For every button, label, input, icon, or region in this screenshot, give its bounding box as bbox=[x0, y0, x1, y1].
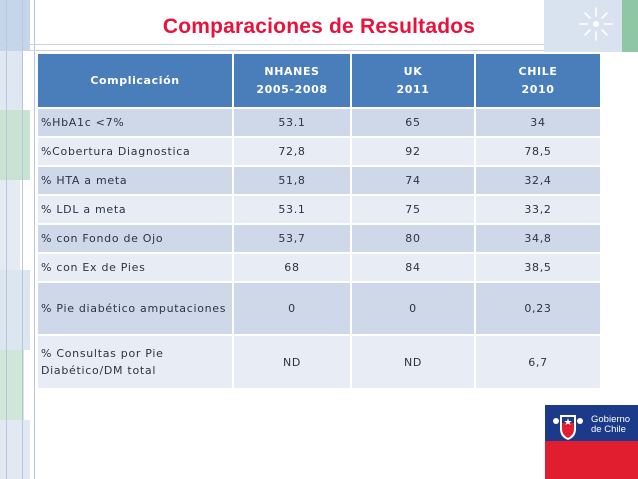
row-label: % Consultas por Pie Diabético/DM total bbox=[38, 334, 234, 388]
header-chile: CHILE 2010 bbox=[476, 54, 600, 107]
table-row: % Pie diabético amputaciones 0 0 0,23 bbox=[38, 281, 600, 334]
deco-square bbox=[0, 180, 20, 270]
table-row: %HbA1c <7% 53.1 65 34 bbox=[38, 107, 600, 136]
deco-square bbox=[0, 110, 30, 180]
row-label: % con Ex de Pies bbox=[38, 252, 234, 281]
cell-chile: 33,2 bbox=[476, 194, 600, 223]
cell-uk: 75 bbox=[352, 194, 476, 223]
row-label: % Pie diabético amputaciones bbox=[38, 281, 234, 334]
sparkle-icon bbox=[579, 7, 613, 41]
deco-line bbox=[0, 50, 638, 51]
cell-uk: 0 bbox=[352, 281, 476, 334]
cell-chile: 34 bbox=[476, 107, 600, 136]
cell-chile: 0,23 bbox=[476, 281, 600, 334]
cell-chile: 32,4 bbox=[476, 165, 600, 194]
cell-uk: 92 bbox=[352, 136, 476, 165]
cell-nhanes: 51,8 bbox=[234, 165, 352, 194]
table-header-row: Complicación NHANES 2005-2008 UK 2011 CH… bbox=[38, 54, 600, 107]
cell-nhanes: 72,8 bbox=[234, 136, 352, 165]
cell-nhanes: 53.1 bbox=[234, 194, 352, 223]
gobierno-de-chile-logo: Gobierno de Chile bbox=[545, 405, 638, 479]
header-complicacion: Complicación bbox=[38, 54, 234, 107]
table-row: % LDL a meta 53.1 75 33,2 bbox=[38, 194, 600, 223]
cell-chile: 38,5 bbox=[476, 252, 600, 281]
results-table: Complicación NHANES 2005-2008 UK 2011 CH… bbox=[38, 54, 600, 388]
row-label: %Cobertura Diagnostica bbox=[38, 136, 234, 165]
cell-chile: 78,5 bbox=[476, 136, 600, 165]
header-nhanes: NHANES 2005-2008 bbox=[234, 54, 352, 107]
cell-nhanes: 53.1 bbox=[234, 107, 352, 136]
logo-text-line2: de Chile bbox=[591, 424, 626, 435]
cell-uk: 80 bbox=[352, 223, 476, 252]
header-label: CHILE bbox=[518, 64, 558, 78]
row-label: % HTA a meta bbox=[38, 165, 234, 194]
cell-chile: 6,7 bbox=[476, 334, 600, 388]
header-uk: UK 2011 bbox=[352, 54, 476, 107]
row-label: %HbA1c <7% bbox=[38, 107, 234, 136]
logo-red-band bbox=[545, 441, 638, 479]
table-row: % Consultas por Pie Diabético/DM total N… bbox=[38, 334, 600, 388]
left-decoration bbox=[0, 0, 36, 479]
cell-uk: 84 bbox=[352, 252, 476, 281]
header-label: Complicación bbox=[90, 73, 180, 87]
deco-square bbox=[0, 0, 30, 50]
cell-nhanes: 53,7 bbox=[234, 223, 352, 252]
table-row: % con Fondo de Ojo 53,7 80 34,8 bbox=[38, 223, 600, 252]
slide-title: Comparaciones de Resultados bbox=[162, 15, 476, 38]
deco-square bbox=[0, 270, 30, 350]
header-year: 2010 bbox=[521, 82, 555, 96]
deco-square bbox=[0, 420, 30, 479]
table-row: % con Ex de Pies 68 84 38,5 bbox=[38, 252, 600, 281]
top-right-accent bbox=[622, 0, 638, 52]
deco-line bbox=[34, 0, 35, 479]
cell-uk: 74 bbox=[352, 165, 476, 194]
cell-nhanes: 0 bbox=[234, 281, 352, 334]
deco-line bbox=[22, 0, 23, 479]
cell-nhanes: ND bbox=[234, 334, 352, 388]
deco-line bbox=[6, 0, 7, 479]
deco-square bbox=[0, 50, 22, 110]
header-year: 2011 bbox=[396, 82, 430, 96]
deco-square bbox=[0, 350, 24, 420]
table-row: %Cobertura Diagnostica 72,8 92 78,5 bbox=[38, 136, 600, 165]
row-label: % LDL a meta bbox=[38, 194, 234, 223]
header-label: NHANES bbox=[264, 64, 320, 78]
logo-text: Gobierno de Chile bbox=[591, 415, 630, 435]
header-year: 2005-2008 bbox=[256, 82, 328, 96]
cell-uk: 65 bbox=[352, 107, 476, 136]
cell-nhanes: 68 bbox=[234, 252, 352, 281]
logo-text-line1: Gobierno bbox=[591, 414, 631, 425]
coat-of-arms-icon bbox=[553, 415, 583, 440]
table-row: % HTA a meta 51,8 74 32,4 bbox=[38, 165, 600, 194]
deco-line bbox=[0, 44, 638, 45]
header-label: UK bbox=[403, 64, 423, 78]
cell-uk: ND bbox=[352, 334, 476, 388]
cell-chile: 34,8 bbox=[476, 223, 600, 252]
row-label: % con Fondo de Ojo bbox=[38, 223, 234, 252]
